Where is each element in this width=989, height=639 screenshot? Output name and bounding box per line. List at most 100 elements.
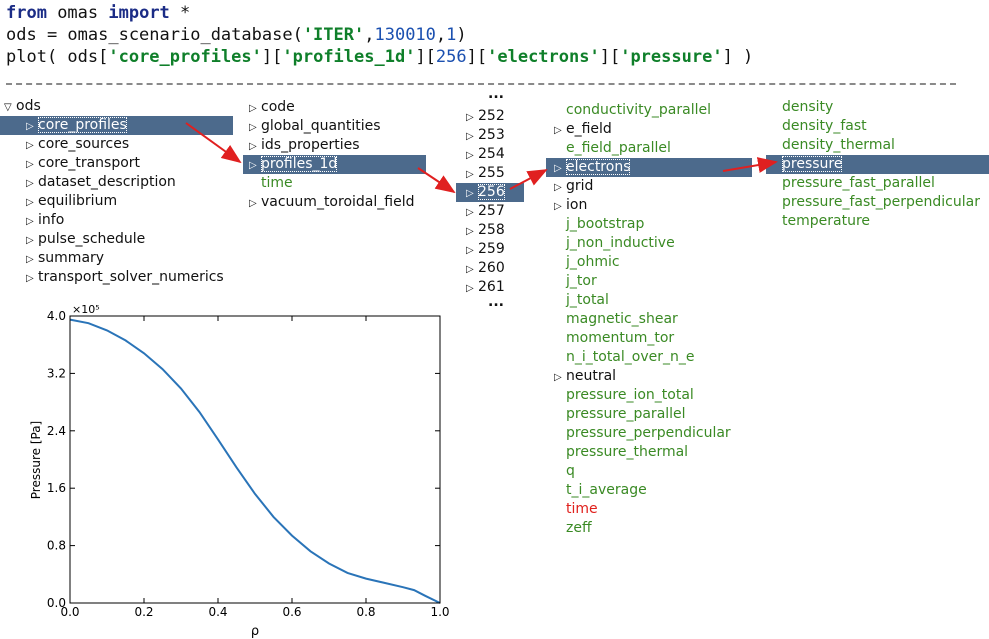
tree-node-density[interactable]: density [770, 98, 833, 117]
tree-node-density-thermal[interactable]: density_thermal [770, 136, 895, 155]
tree-node-index-255[interactable]: ▷ 255 [466, 164, 505, 183]
tree-node-index-259[interactable]: ▷ 259 [466, 240, 505, 259]
collapsed-triangle-icon: ▷ [466, 150, 474, 161]
tree-node-label: density [782, 99, 834, 115]
tree-node-time[interactable]: time [249, 174, 293, 193]
collapsed-triangle-icon: ▷ [26, 178, 34, 189]
tree-node-core-transport[interactable]: ▷ core_transport [26, 154, 140, 173]
tree-node-n-i-total-over-n-e[interactable]: n_i_total_over_n_e [554, 348, 694, 367]
tree-node-label: pressure_thermal [566, 444, 689, 460]
tree-node-j-tor[interactable]: j_tor [554, 272, 597, 291]
tree-node-neutral[interactable]: ▷ neutral [554, 367, 616, 386]
tree-node-code[interactable]: ▷ code [249, 98, 295, 117]
tree-node-pulse-schedule[interactable]: ▷ pulse_schedule [26, 230, 145, 249]
tree-node-core-sources[interactable]: ▷ core_sources [26, 135, 129, 154]
tree-node-index-257[interactable]: ▷ 257 [466, 202, 505, 221]
tree-node-label: temperature [782, 213, 870, 229]
tree-node-zeff[interactable]: zeff [554, 519, 592, 538]
tree-node-index-261[interactable]: ▷ 261 [466, 278, 505, 297]
code-text: ][ [599, 47, 621, 67]
tree-node-global-quantities[interactable]: ▷ global_quantities [249, 117, 381, 136]
tree-node-t-i-average[interactable]: t_i_average [554, 481, 647, 500]
tree-node-label: equilibrium [38, 193, 118, 209]
collapsed-triangle-icon: ▷ [26, 121, 34, 132]
y-tick-label: 3.2 [47, 366, 66, 380]
tree-node-index-258[interactable]: ▷ 258 [466, 221, 505, 240]
tree-node-vacuum-toroidal-field[interactable]: ▷ vacuum_toroidal_field [249, 193, 414, 212]
number-literal: 1 [446, 25, 457, 45]
tree-node-pressure-fast-parallel[interactable]: pressure_fast_parallel [770, 174, 935, 193]
collapsed-triangle-icon: ▷ [466, 207, 474, 218]
tree-node-pressure-parallel[interactable]: pressure_parallel [554, 405, 686, 424]
tree-node-j-bootstrap[interactable]: j_bootstrap [554, 215, 644, 234]
tree-node-core-profiles[interactable]: ▷ core_profiles [0, 116, 233, 135]
y-axis-label: Pressure [Pa] [29, 421, 43, 499]
collapsed-triangle-icon: ▷ [554, 372, 562, 383]
tree-root-ods[interactable]: ▽ ods [4, 97, 41, 116]
tree-node-magnetic-shear[interactable]: magnetic_shear [554, 310, 678, 329]
tree-node-dataset-description[interactable]: ▷ dataset_description [26, 173, 176, 192]
tree-node-index-253[interactable]: ▷ 253 [466, 126, 505, 145]
code-line-3: plot( ods['core_profiles']['profiles_1d'… [6, 46, 753, 68]
tree-node-label: code [261, 99, 295, 115]
tree-node-conductivity-parallel[interactable]: conductivity_parallel [554, 101, 711, 120]
tree-node-e-field-parallel[interactable]: e_field_parallel [554, 139, 671, 158]
tree-node-index-256[interactable]: ▷ 256 [456, 183, 524, 202]
tree-node-label: pressure_perpendicular [566, 425, 731, 441]
tree-node-summary[interactable]: ▷ summary [26, 249, 104, 268]
tree-node-label: grid [566, 178, 594, 194]
separator-dashed [6, 83, 956, 85]
tree-node-momentum-tor[interactable]: momentum_tor [554, 329, 674, 348]
collapsed-triangle-icon: ▷ [249, 141, 257, 152]
tree-node-label: momentum_tor [566, 330, 675, 346]
collapsed-triangle-icon: ▷ [26, 159, 34, 170]
collapsed-triangle-icon: ▷ [466, 131, 474, 142]
tree-node-ion[interactable]: ▷ ion [554, 196, 587, 215]
tree-node-transport-solver-numerics[interactable]: ▷ transport_solver_numerics [26, 268, 224, 287]
tree-node-ids-properties[interactable]: ▷ ids_properties [249, 136, 360, 155]
tree-node-time[interactable]: time [554, 500, 598, 519]
tree-node-index-254[interactable]: ▷ 254 [466, 145, 505, 164]
collapsed-triangle-icon: ▷ [554, 201, 562, 212]
tree-node-label: neutral [566, 368, 617, 384]
tree-node-label: density_fast [782, 118, 867, 134]
x-tick-label: 0.2 [134, 605, 153, 619]
tree-node-index-252[interactable]: ▷ 252 [466, 107, 505, 126]
tree-node-label: j_tor [566, 273, 597, 289]
code-text: plot( ods[ [6, 47, 109, 67]
tree-root-label: ods [16, 98, 41, 114]
tree-node-pressure-thermal[interactable]: pressure_thermal [554, 443, 688, 462]
tree-node-pressure-perpendicular[interactable]: pressure_perpendicular [554, 424, 731, 443]
y-tick-label: 4.0 [47, 309, 66, 323]
collapsed-triangle-icon: ▷ [249, 122, 257, 133]
tree-node-q[interactable]: q [554, 462, 575, 481]
y-tick-label: 0.0 [47, 596, 66, 610]
arrow-3 [509, 169, 548, 190]
tree-node-index-260[interactable]: ▷ 260 [466, 259, 505, 278]
tree-node-label: transport_solver_numerics [38, 269, 224, 285]
tree-node-label: j_ohmic [566, 254, 620, 270]
collapsed-triangle-icon: ▷ [554, 182, 562, 193]
tree-node-j-total[interactable]: j_total [554, 291, 609, 310]
tree-node-profiles-1d[interactable]: ▷ profiles_1d [243, 155, 426, 174]
tree-node-equilibrium[interactable]: ▷ equilibrium [26, 192, 117, 211]
tree-node-density-fast[interactable]: density_fast [770, 117, 867, 136]
tree-node-label: magnetic_shear [566, 311, 678, 327]
tree-node-pressure[interactable]: pressure [766, 155, 989, 174]
tree-node-electrons[interactable]: ▷ electrons [546, 158, 752, 177]
tree-node-label: q [566, 463, 575, 479]
tree-node-info[interactable]: ▷ info [26, 211, 64, 230]
code-text: omas [46, 3, 109, 23]
tree-node-label: time [261, 175, 293, 191]
tree-node-j-non-inductive[interactable]: j_non_inductive [554, 234, 675, 253]
tree-node-grid[interactable]: ▷ grid [554, 177, 593, 196]
tree-node-j-ohmic[interactable]: j_ohmic [554, 253, 620, 272]
tree-node-pressure-ion-total[interactable]: pressure_ion_total [554, 386, 694, 405]
tree-node-e-field[interactable]: ▷ e_field [554, 120, 612, 139]
tree-node-pressure-fast-perpendicular[interactable]: pressure_fast_perpendicular [770, 193, 980, 212]
plot-ticks: 0.0 0.2 0.4 0.6 0.8 1.0 0.0 0.8 1.6 2.4 3.2 4.0 [47, 309, 450, 619]
tree-node-label: profiles_1d [261, 156, 338, 172]
tree-node-label: n_i_total_over_n_e [566, 349, 695, 365]
code-text: ][ [415, 47, 436, 67]
tree-node-temperature[interactable]: temperature [770, 212, 870, 231]
